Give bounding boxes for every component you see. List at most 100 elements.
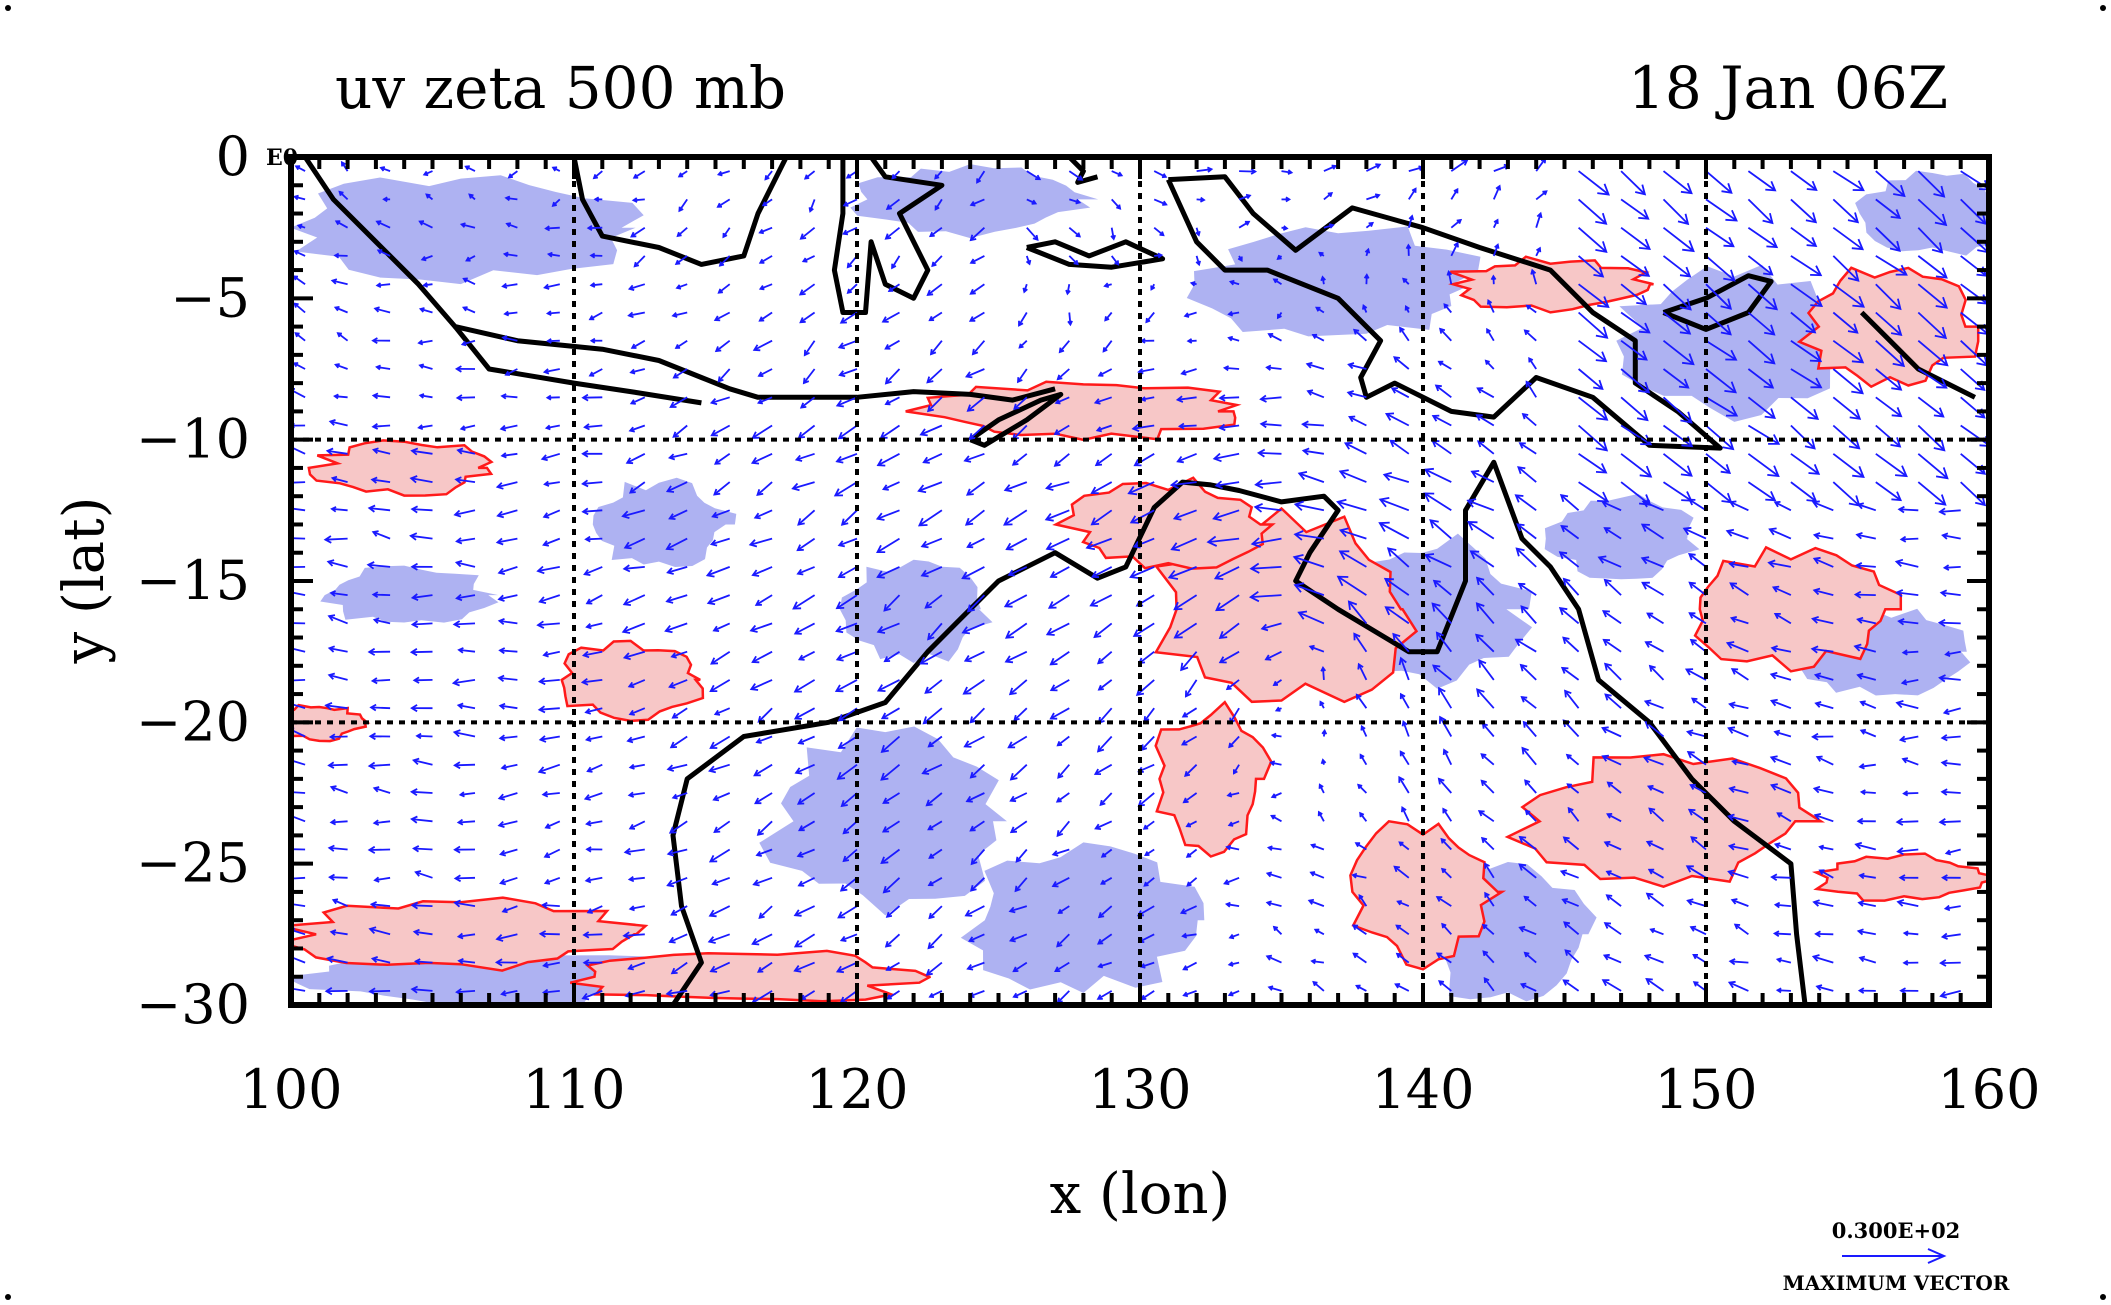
coastline-segment bbox=[571, 157, 789, 267]
wind-vector-head bbox=[1686, 750, 1695, 759]
wind-vector bbox=[800, 226, 816, 240]
wind-vector bbox=[294, 302, 306, 314]
wind-vector bbox=[1662, 396, 1693, 424]
wind-vector bbox=[1832, 453, 1865, 478]
wind-vector-head bbox=[1398, 775, 1405, 783]
positive-vorticity-region bbox=[1349, 819, 1507, 971]
wind-vector-head bbox=[410, 505, 419, 514]
wind-vector bbox=[1561, 667, 1580, 681]
wind-vector-head bbox=[1768, 434, 1781, 445]
wind-vector bbox=[710, 679, 731, 692]
wind-vector-head bbox=[1681, 436, 1694, 448]
wind-vector bbox=[1219, 424, 1240, 429]
wind-vector-head bbox=[584, 708, 592, 715]
wind-vector bbox=[923, 707, 943, 724]
wind-vector-head bbox=[326, 559, 335, 567]
wind-vector bbox=[759, 226, 773, 234]
wind-vector-head bbox=[1347, 600, 1358, 611]
wind-vector bbox=[1394, 865, 1410, 879]
wind-vector-head bbox=[709, 397, 718, 406]
y-tick-labels: 0−5−10−15−20−25−30 bbox=[136, 125, 250, 1036]
coastline-segment bbox=[1166, 174, 1723, 451]
wind-vector bbox=[630, 368, 646, 374]
wind-vector bbox=[328, 615, 348, 625]
wind-vector-head bbox=[664, 625, 673, 634]
wind-vector bbox=[970, 283, 985, 295]
wind-vector-head bbox=[1272, 680, 1279, 686]
wind-vector bbox=[929, 990, 943, 998]
wind-vector-head bbox=[1810, 377, 1823, 389]
wind-vector-head bbox=[1315, 306, 1321, 312]
wind-vector bbox=[1815, 702, 1834, 710]
wind-vector-head bbox=[835, 965, 844, 974]
wind-vector-head bbox=[494, 958, 503, 967]
wind-vector bbox=[757, 961, 773, 973]
wind-vector bbox=[502, 395, 518, 399]
wind-vector bbox=[631, 339, 646, 349]
wind-vector bbox=[1775, 843, 1792, 851]
wind-vector bbox=[1098, 679, 1113, 691]
wind-vector-head bbox=[1692, 981, 1699, 987]
wind-vector-head bbox=[1944, 849, 1952, 856]
wind-vector bbox=[1295, 503, 1325, 512]
wind-vector-head bbox=[1227, 961, 1234, 967]
wind-vector-head bbox=[1442, 807, 1448, 814]
wind-vector-head bbox=[1353, 632, 1361, 641]
wind-vector bbox=[794, 933, 816, 948]
wind-vector bbox=[1689, 612, 1707, 625]
wind-vector bbox=[1904, 932, 1919, 936]
wind-vector-head bbox=[1558, 606, 1568, 616]
wind-vector-head bbox=[1355, 693, 1362, 700]
wind-vector bbox=[1517, 466, 1537, 483]
wind-vector bbox=[1942, 790, 1961, 794]
wind-vector-head bbox=[1212, 452, 1222, 463]
wind-vector-head bbox=[1189, 280, 1196, 287]
wind-vector bbox=[794, 961, 815, 972]
wind-vector bbox=[373, 424, 391, 428]
wind-vector-head bbox=[1320, 275, 1326, 282]
wind-vector bbox=[797, 566, 815, 575]
wind-vector bbox=[377, 249, 391, 257]
wind-vector bbox=[1357, 663, 1368, 681]
wind-vector-head bbox=[1167, 570, 1179, 580]
wind-vector bbox=[1050, 566, 1070, 578]
wind-vector-head bbox=[582, 959, 590, 967]
wind-vector-head bbox=[801, 257, 808, 263]
wind-vector bbox=[969, 990, 985, 998]
wind-vector-head bbox=[329, 929, 337, 936]
wind-vector bbox=[1261, 622, 1282, 630]
wind-vector bbox=[1311, 960, 1325, 964]
wind-vector-head bbox=[372, 617, 380, 624]
wind-vector-head bbox=[455, 537, 463, 545]
wind-vector bbox=[1467, 499, 1495, 512]
wind-vector-head bbox=[1250, 168, 1258, 175]
wind-vector-head bbox=[1477, 810, 1485, 817]
wind-vector bbox=[1476, 577, 1495, 596]
wind-vector bbox=[586, 594, 603, 605]
wind-vector bbox=[543, 509, 561, 518]
wind-vector-head bbox=[457, 647, 464, 654]
wind-vector-head bbox=[328, 733, 336, 741]
wind-vector bbox=[1133, 622, 1155, 637]
wind-vector bbox=[1471, 470, 1495, 483]
wind-vector-head bbox=[1943, 904, 1951, 912]
wind-vector bbox=[1944, 566, 1961, 569]
wind-vector bbox=[1560, 494, 1580, 511]
wind-vector bbox=[1273, 926, 1283, 935]
wind-vector bbox=[1520, 664, 1537, 681]
wind-vector bbox=[1649, 665, 1665, 681]
wind-vector bbox=[1133, 424, 1155, 430]
wind-vector bbox=[926, 792, 943, 806]
wind-vector bbox=[412, 988, 433, 992]
wind-vector bbox=[1168, 566, 1197, 579]
wind-vector-head bbox=[1593, 379, 1604, 391]
wind-vector bbox=[970, 877, 986, 892]
wind-vector bbox=[1875, 227, 1901, 252]
wind-vector-head bbox=[367, 504, 376, 513]
wind-vector bbox=[1960, 255, 1987, 277]
wind-vector bbox=[1734, 923, 1749, 936]
wind-vector-head bbox=[581, 479, 589, 488]
wind-vectors bbox=[291, 157, 1989, 1004]
wind-vector bbox=[1349, 416, 1367, 427]
wind-vector-head bbox=[456, 702, 464, 710]
